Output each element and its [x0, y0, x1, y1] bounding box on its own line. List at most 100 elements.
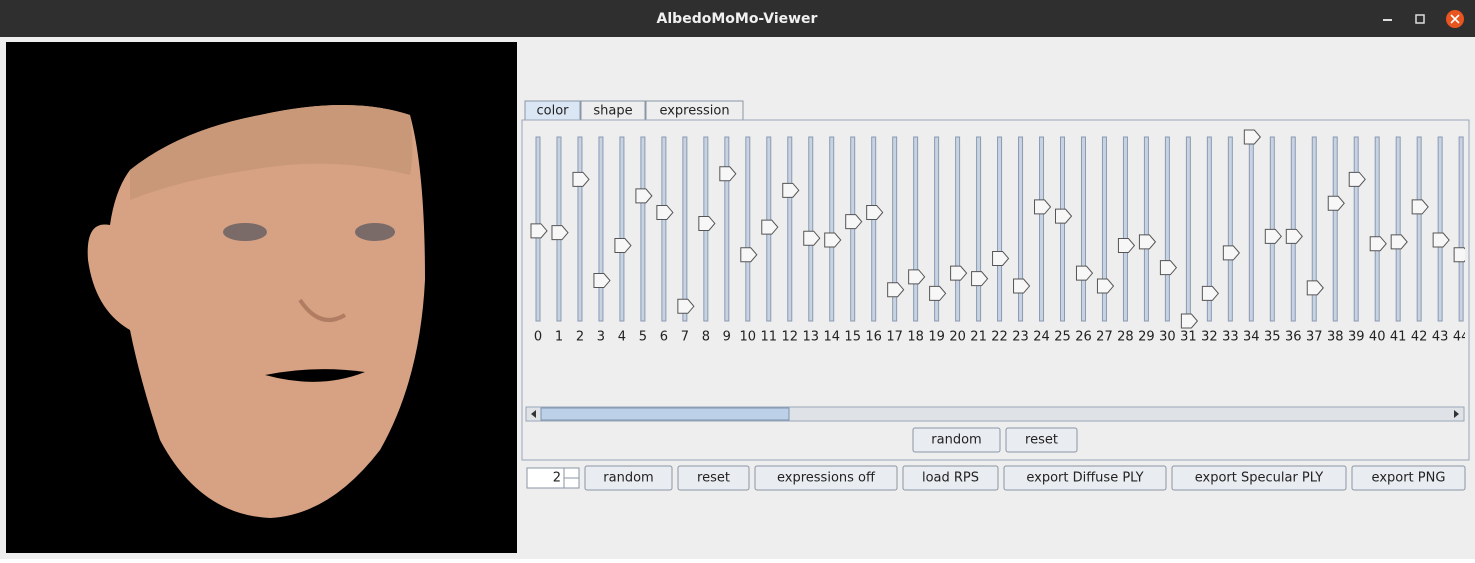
button-label[interactable]: random	[931, 433, 981, 448]
slider-track[interactable]	[598, 136, 604, 322]
button-shape[interactable]	[1351, 465, 1466, 491]
slider-track[interactable]	[1018, 136, 1024, 322]
slider-thumb[interactable]	[1117, 238, 1136, 254]
slider-thumb[interactable]	[1034, 199, 1052, 215]
slider-thumb[interactable]	[1201, 285, 1220, 301]
slider-thumb[interactable]	[530, 223, 548, 239]
slider-thumb[interactable]	[551, 225, 569, 241]
slider-thumb[interactable]	[1432, 232, 1450, 248]
slider-track[interactable]	[1039, 136, 1045, 322]
slider-thumb[interactable]	[971, 271, 989, 287]
button-label[interactable]: load RPS	[922, 471, 979, 486]
slider-thumb[interactable]	[1055, 208, 1073, 224]
slider-track[interactable]	[1060, 136, 1065, 322]
slider-thumb[interactable]	[635, 188, 653, 204]
slider-thumb[interactable]	[656, 204, 674, 220]
slider-thumb[interactable]	[1243, 129, 1261, 145]
slider-thumb[interactable]	[1369, 236, 1387, 252]
slider-track[interactable]	[745, 136, 751, 322]
tab-label[interactable]: shape	[593, 104, 632, 119]
button-label[interactable]: random	[603, 471, 653, 486]
slider-track[interactable]	[1374, 136, 1380, 322]
slider-thumb[interactable]	[761, 219, 779, 235]
slider-thumb[interactable]	[1327, 195, 1345, 211]
button-shape[interactable]	[912, 427, 1001, 453]
slider-track[interactable]	[871, 136, 877, 322]
slider-track[interactable]	[976, 136, 982, 322]
tab[interactable]: expression	[645, 100, 744, 121]
slider-track[interactable]	[1185, 136, 1191, 322]
button-shape[interactable]	[677, 465, 750, 491]
tab-label[interactable]: expression	[659, 104, 729, 119]
slider-thumb[interactable]	[908, 269, 926, 285]
button[interactable]: load RPS	[902, 465, 999, 491]
slider-thumb[interactable]	[677, 298, 695, 314]
slider-thumb[interactable]	[950, 265, 968, 281]
slider-track[interactable]	[1458, 136, 1464, 322]
button[interactable]: random	[912, 427, 1001, 453]
button-label[interactable]: reset	[697, 471, 730, 486]
button-label[interactable]: export Diffuse PLY	[1026, 471, 1143, 486]
slider-thumb[interactable]	[1222, 245, 1240, 261]
slider-thumb[interactable]	[803, 230, 821, 246]
slider-track[interactable]	[1080, 136, 1086, 322]
slider-track[interactable]	[1143, 136, 1149, 322]
slider-track[interactable]	[1353, 136, 1359, 322]
slider-thumb[interactable]	[719, 166, 737, 182]
slider-track[interactable]	[577, 136, 583, 322]
slider-track[interactable]	[997, 136, 1003, 322]
tab[interactable]: shape	[580, 100, 646, 121]
button[interactable]: export Diffuse PLY	[1003, 465, 1167, 491]
button-label[interactable]: reset	[1025, 433, 1058, 448]
button-label[interactable]: expressions off	[777, 471, 876, 486]
slider-thumb[interactable]	[1096, 278, 1115, 294]
slider-track[interactable]	[934, 136, 940, 322]
slider-thumb[interactable]	[929, 285, 947, 301]
slider-track[interactable]	[892, 136, 898, 322]
button-shape[interactable]	[1171, 465, 1347, 491]
slider-thumb[interactable]	[1159, 260, 1178, 276]
slider-thumb[interactable]	[1013, 278, 1031, 294]
slider-thumb[interactable]	[992, 250, 1010, 266]
button-label[interactable]: export Specular PLY	[1195, 471, 1324, 486]
slider-track[interactable]	[1227, 136, 1233, 322]
slider-thumb[interactable]	[1075, 265, 1094, 281]
button-shape[interactable]	[754, 465, 898, 491]
slider-thumb[interactable]	[782, 182, 800, 198]
slider-thumb[interactable]	[1348, 171, 1366, 187]
slider-thumb[interactable]	[1285, 228, 1303, 244]
button[interactable]: reset	[1005, 427, 1078, 453]
slider-track[interactable]	[829, 136, 835, 322]
slider-track[interactable]	[787, 136, 793, 322]
button[interactable]: expressions off	[754, 465, 898, 491]
button-shape[interactable]	[584, 465, 673, 491]
slider-thumb[interactable]	[614, 238, 632, 254]
button[interactable]: export PNG	[1351, 465, 1466, 491]
button-label[interactable]: export PNG	[1372, 471, 1446, 486]
slider-thumb[interactable]	[698, 215, 716, 231]
slider-thumb[interactable]	[845, 214, 863, 230]
slider-thumb[interactable]	[1390, 234, 1408, 250]
slider-thumb[interactable]	[1264, 228, 1282, 244]
maximize-button[interactable]	[1415, 14, 1425, 24]
slider-track[interactable]	[661, 136, 667, 322]
slider-thumb[interactable]	[1180, 313, 1199, 329]
slider-track[interactable]	[1332, 136, 1338, 322]
slider-thumb[interactable]	[1138, 234, 1157, 250]
slider-thumb[interactable]	[866, 204, 884, 220]
slider-track[interactable]	[913, 136, 919, 322]
slider-track[interactable]	[1248, 136, 1254, 322]
slider-track[interactable]	[1416, 136, 1422, 322]
slider-thumb[interactable]	[572, 171, 590, 187]
slider-track[interactable]	[1122, 136, 1128, 322]
slider-track[interactable]	[640, 136, 646, 322]
slider-thumb[interactable]	[1453, 247, 1470, 263]
slider-thumb[interactable]	[824, 232, 842, 248]
slider-track[interactable]	[1311, 136, 1317, 322]
slider-thumb[interactable]	[887, 282, 905, 298]
slider-track[interactable]	[1395, 136, 1401, 322]
scrollbar-thumb[interactable]	[540, 407, 790, 421]
button[interactable]: random	[584, 465, 673, 491]
button-shape[interactable]	[902, 465, 999, 491]
slider-track[interactable]	[619, 136, 625, 322]
